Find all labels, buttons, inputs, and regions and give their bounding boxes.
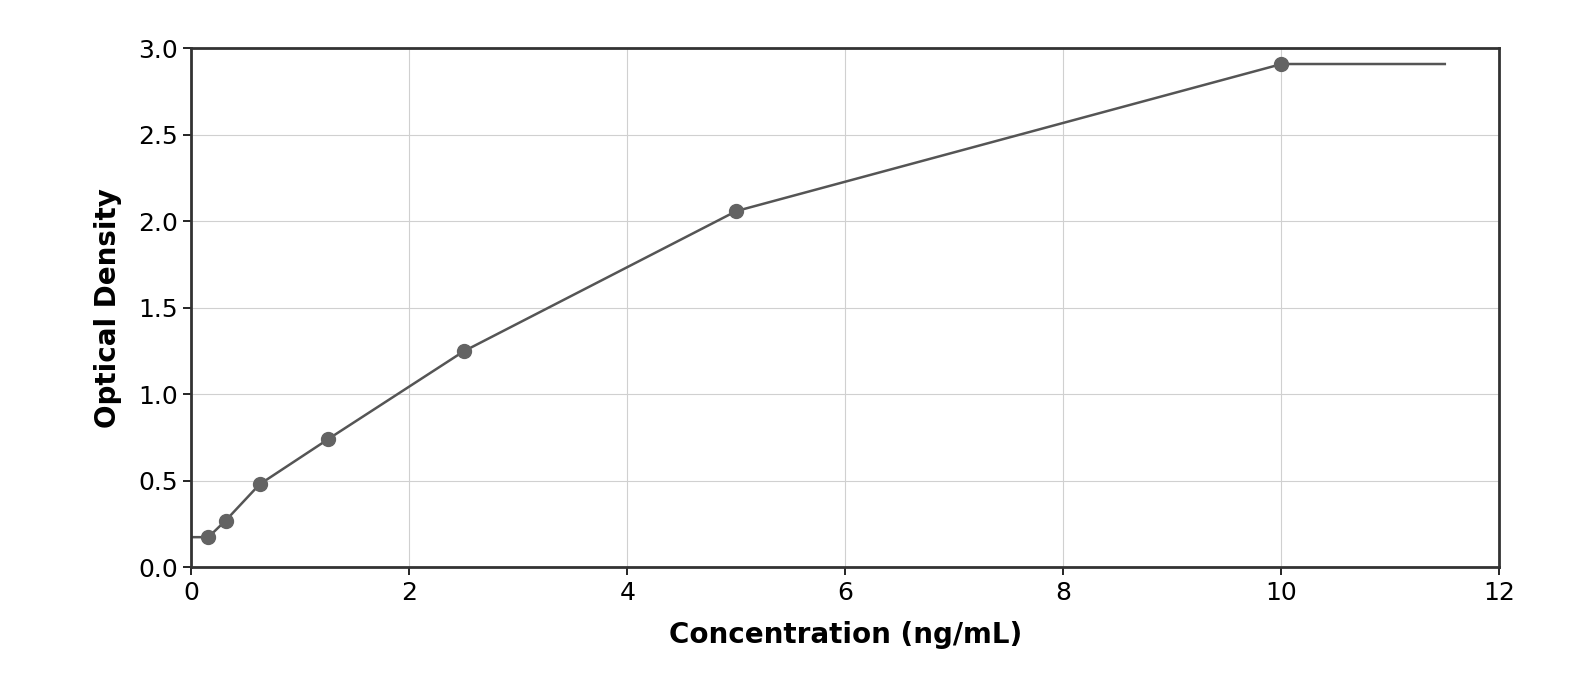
Point xyxy=(1268,59,1294,70)
Y-axis label: Optical Density: Optical Density xyxy=(94,188,121,428)
Point xyxy=(247,479,273,490)
Point xyxy=(196,531,222,543)
Point xyxy=(724,206,750,217)
Point xyxy=(451,346,477,357)
X-axis label: Concentration (ng/mL): Concentration (ng/mL) xyxy=(668,621,1022,649)
Point xyxy=(212,515,238,526)
Point xyxy=(314,434,340,445)
